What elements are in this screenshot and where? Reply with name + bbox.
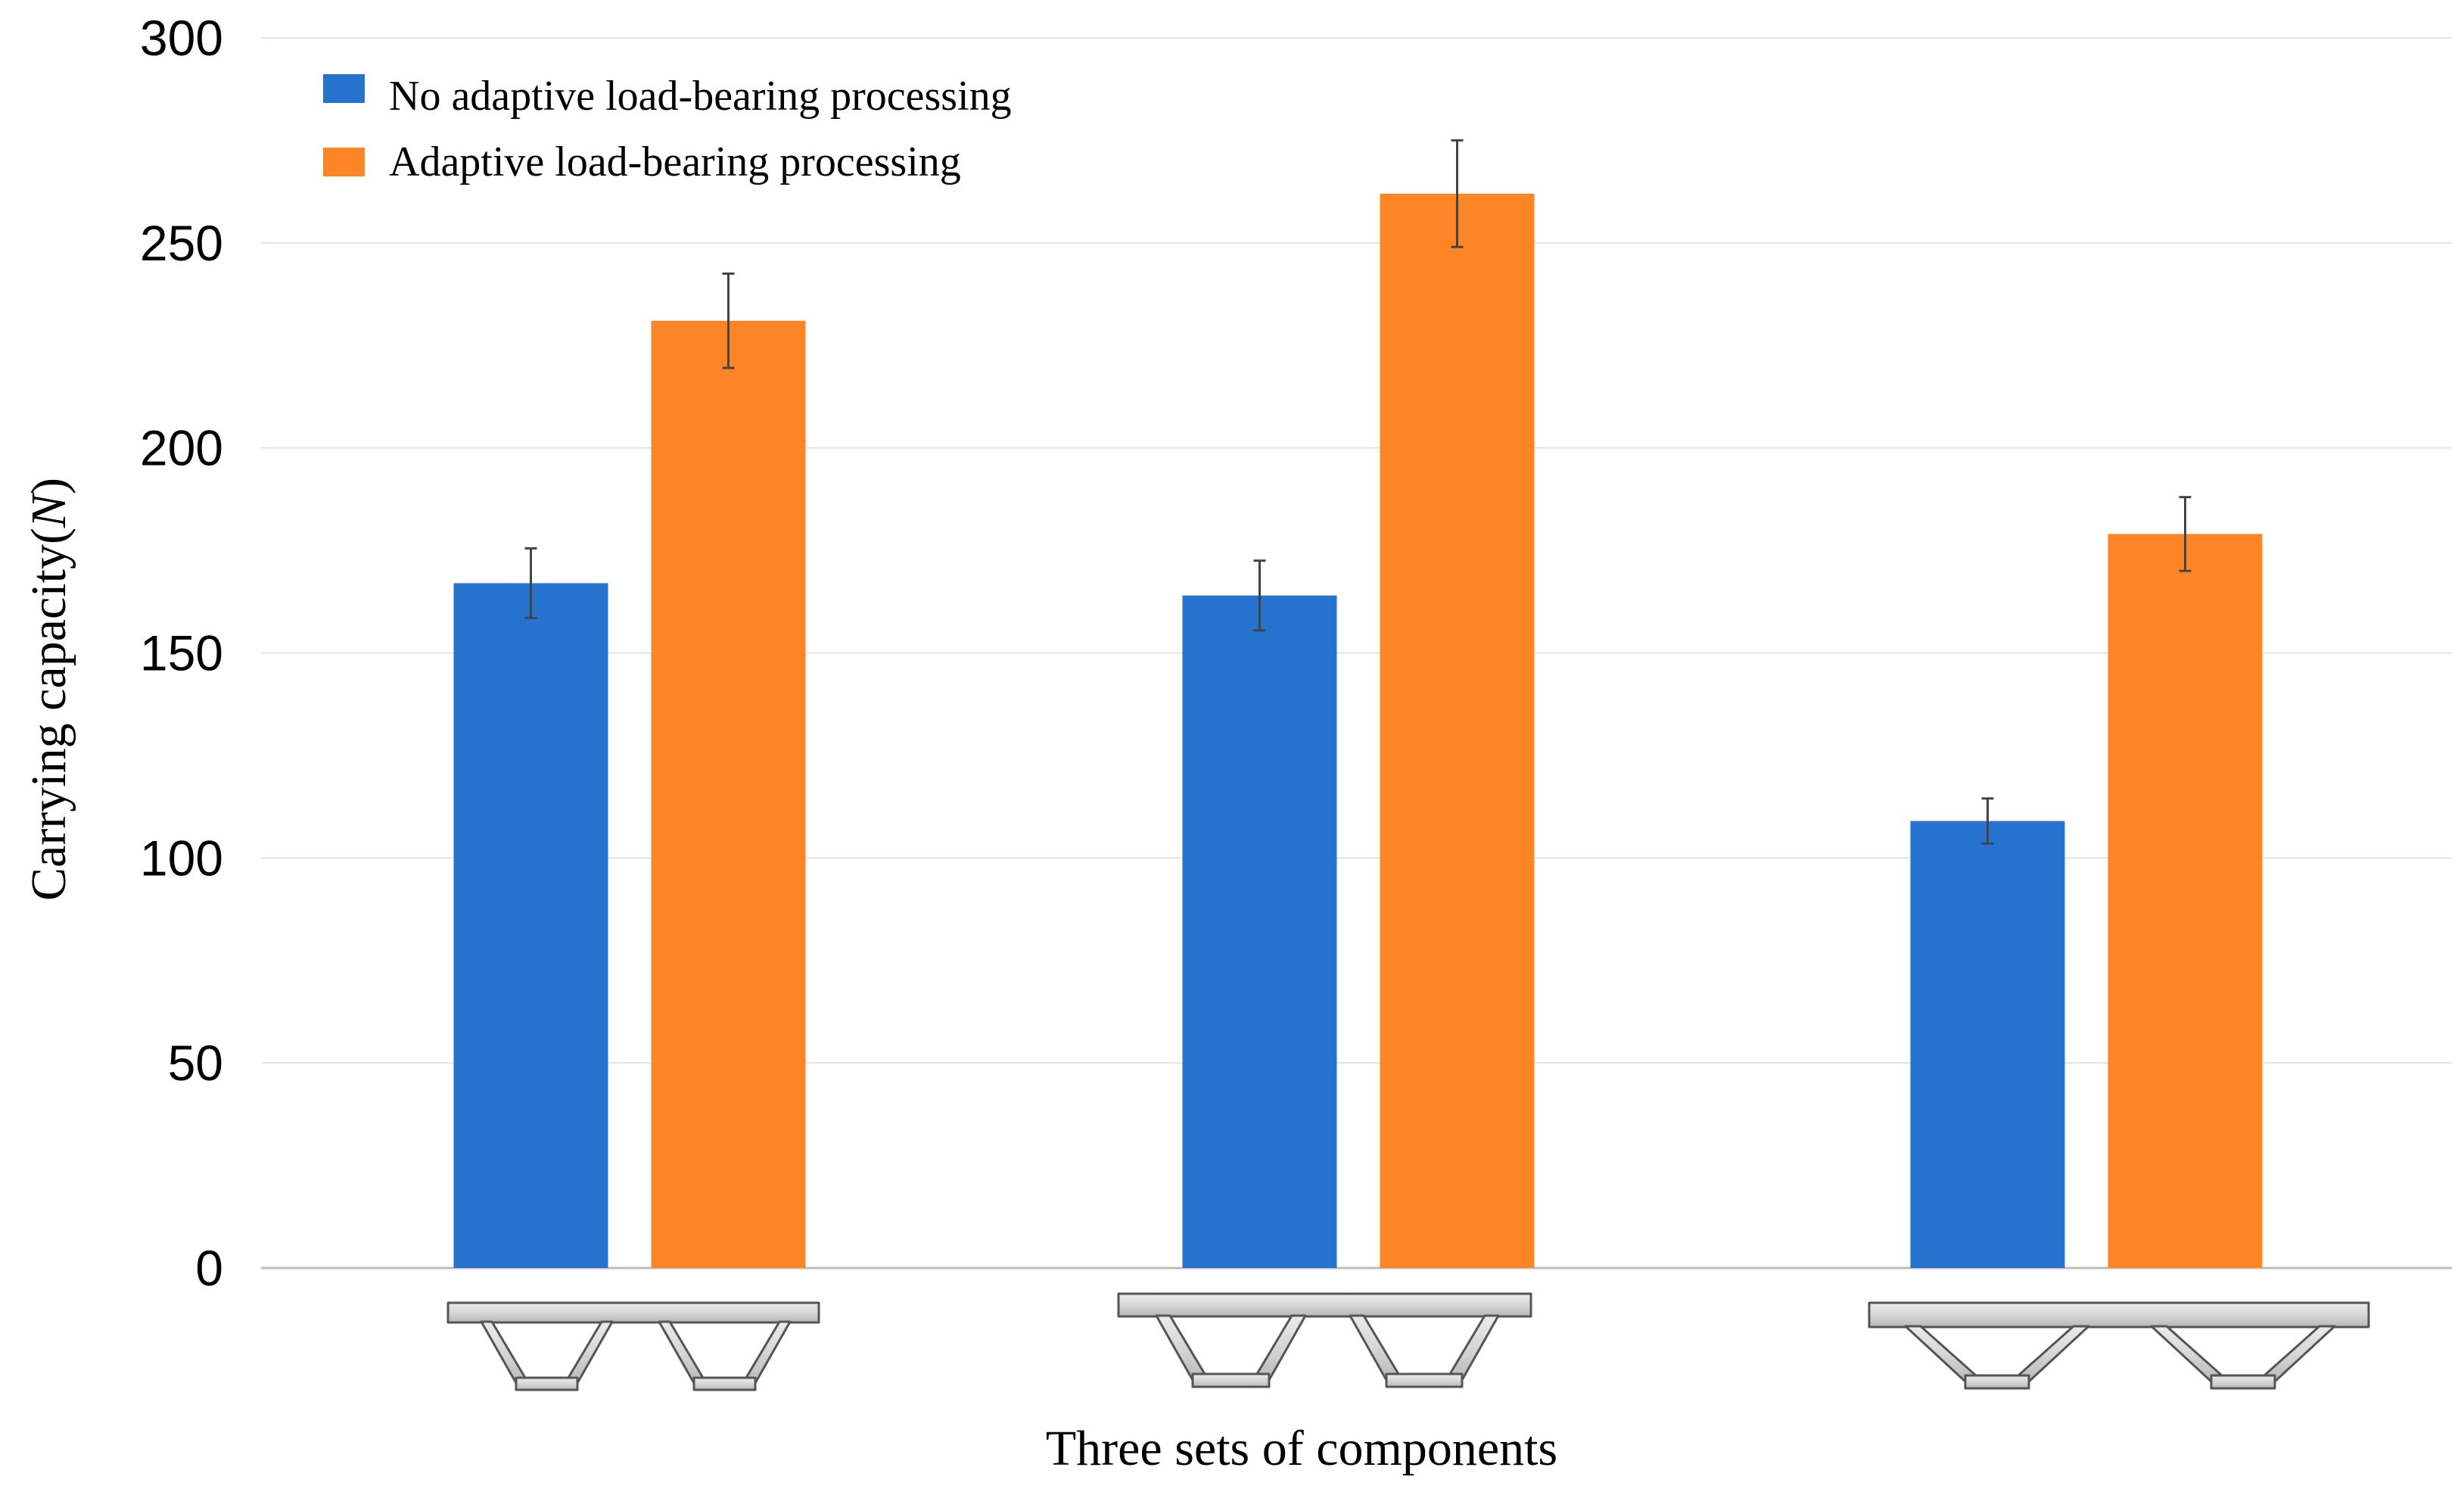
bar-adaptive-component-set-3 xyxy=(2108,534,2263,1268)
gridlines xyxy=(261,37,2452,1269)
bar-no-adaptive-component-set-3 xyxy=(1910,821,2065,1268)
bar-no-adaptive-component-set-1 xyxy=(453,583,608,1268)
y-tick-labels: 0 50 100 150 200 250 300 xyxy=(140,10,223,1296)
y-tick-label: 0 xyxy=(195,1240,223,1296)
component-illustration-2 xyxy=(1117,1292,1532,1388)
bars xyxy=(453,193,2263,1268)
legend-swatch-no-adaptive xyxy=(323,74,365,103)
error-bar-no-adaptive-component-set-3 xyxy=(1981,797,1994,845)
error-bar-adaptive-component-set-2 xyxy=(1451,139,1464,248)
legend-label-no-adaptive: No adaptive load-bearing processing xyxy=(389,73,1012,120)
y-axis-title-main: Carrying capacity( xyxy=(21,528,76,901)
error-bar-adaptive-component-set-3 xyxy=(2179,496,2192,572)
error-bar-adaptive-component-set-1 xyxy=(722,272,735,369)
y-tick-label: 200 xyxy=(140,420,223,476)
error-bars xyxy=(524,139,2192,845)
y-tick-label: 100 xyxy=(140,830,223,886)
bar-adaptive-component-set-1 xyxy=(651,320,806,1268)
y-tick-label: 300 xyxy=(140,10,223,66)
y-axis-title-close: ) xyxy=(21,478,76,494)
y-axis-title-unit: N xyxy=(21,491,76,528)
legend: No adaptive load-bearing processing Adap… xyxy=(323,73,1012,185)
component-illustration-1 xyxy=(446,1301,820,1391)
error-bar-no-adaptive-component-set-1 xyxy=(524,547,537,619)
y-tick-label: 150 xyxy=(140,625,223,681)
y-tick-label: 250 xyxy=(140,215,223,271)
y-tick-label: 50 xyxy=(168,1035,223,1091)
bar-no-adaptive-component-set-2 xyxy=(1182,595,1337,1268)
bar-adaptive-component-set-2 xyxy=(1380,193,1535,1268)
component-illustration-3 xyxy=(1868,1301,2370,1390)
error-bar-no-adaptive-component-set-2 xyxy=(1253,559,1266,632)
y-axis-title: Carrying capacity(N) xyxy=(21,478,76,901)
legend-label-adaptive: Adaptive load-bearing processing xyxy=(389,139,961,185)
legend-swatch-adaptive xyxy=(323,148,365,176)
x-axis-title: Three sets of components xyxy=(1046,1421,1557,1476)
